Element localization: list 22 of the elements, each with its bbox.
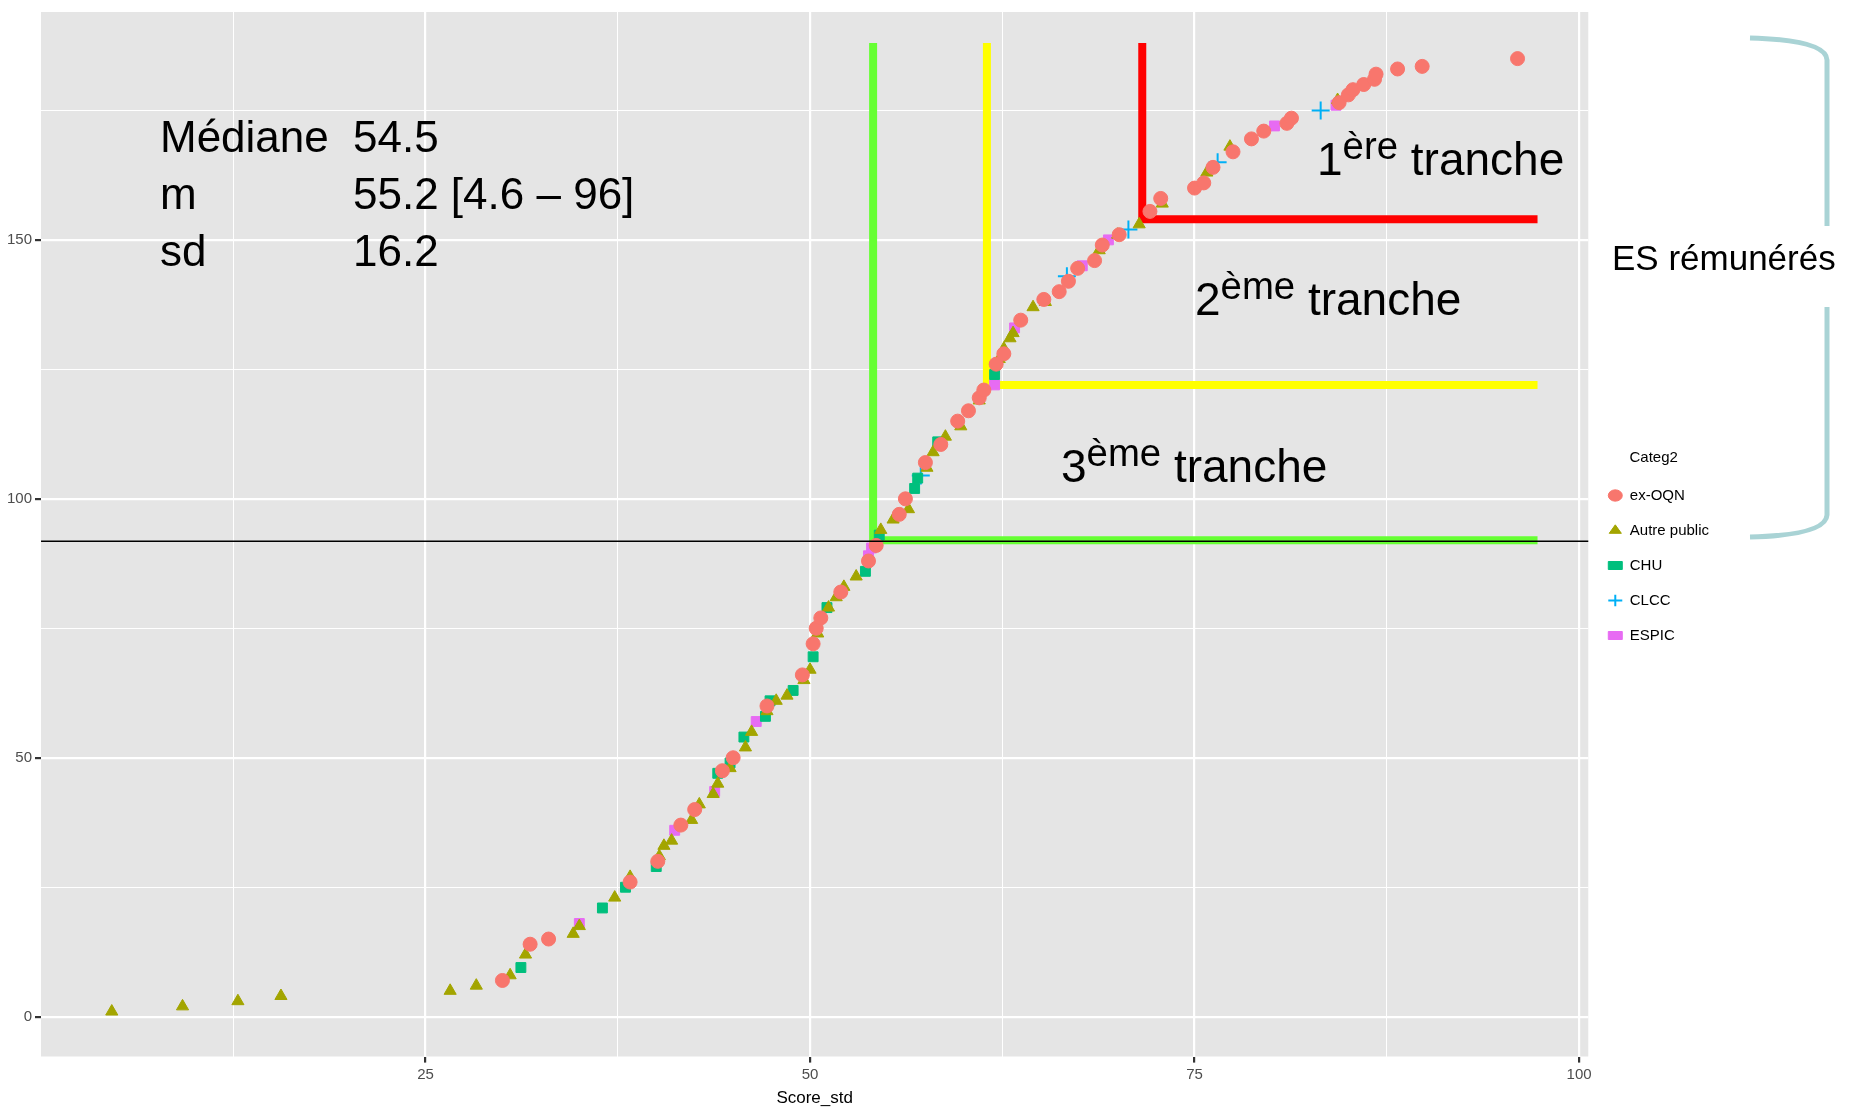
- x-axis-title: Score_std: [776, 1088, 853, 1108]
- x-tick-label: 25: [417, 1064, 434, 1082]
- annotation: 3$^{ème}$ tranche: [1061, 431, 1328, 494]
- x-tick-label: 100: [1566, 1064, 1592, 1082]
- y-tick-label: 0: [23, 1006, 33, 1024]
- legend-label: Autre public: [1629, 520, 1710, 538]
- legend-title: Categ2: [1629, 447, 1678, 465]
- text: sd 16.2: [160, 226, 439, 275]
- text: ES rémunérés: [1612, 238, 1836, 278]
- annotation: 1$^{ère}$ tranche: [1317, 124, 1565, 187]
- y-tick-label: 50: [15, 747, 33, 765]
- text: m 55.2 [4.6 – 96]: [160, 169, 635, 218]
- legend-label: CHU: [1629, 555, 1663, 573]
- annotation: Médiane 54.5: [160, 111, 440, 163]
- y-tick-label: 100: [7, 488, 33, 506]
- legend-label: ESPIC: [1629, 625, 1675, 643]
- y-tick-label: 150: [7, 230, 33, 248]
- annotation: 2$^{ème}$ tranche: [1195, 264, 1462, 327]
- x-tick-label: 50: [801, 1064, 819, 1082]
- legend-label: CLCC: [1629, 590, 1671, 608]
- legend-label: ex-OQN: [1629, 485, 1685, 503]
- x-tick-label: 75: [1186, 1064, 1203, 1082]
